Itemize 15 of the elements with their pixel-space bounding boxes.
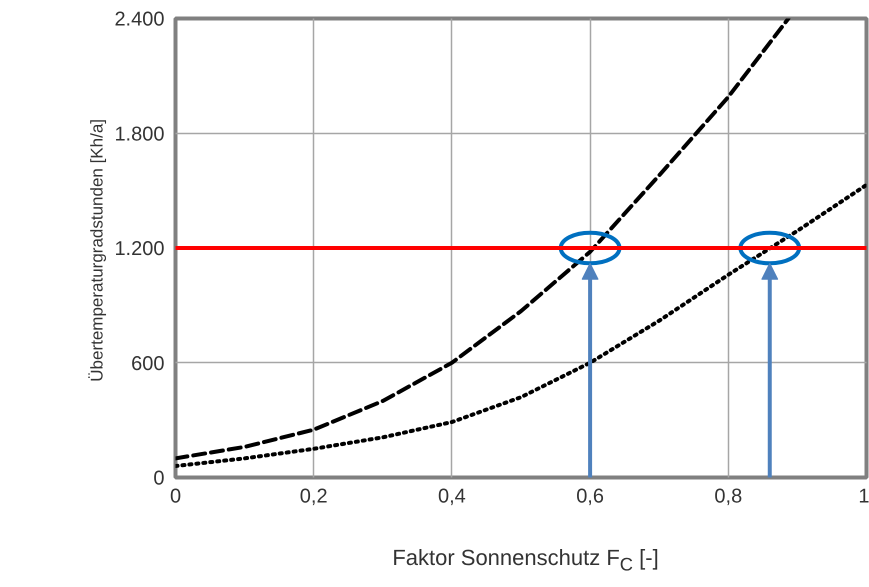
y-tick-label: 2.400 (114, 8, 165, 30)
x-tick-label: 0 (170, 486, 182, 508)
line-series (176, 182, 866, 468)
x-tick-label: 0,6 (576, 486, 604, 508)
y-axis-title: Übertemperaturgradstunden [Kh/a] (87, 119, 106, 382)
x-tick-label: 0,4 (438, 486, 466, 508)
line-series (176, 18, 790, 460)
x-tick-label: 0,2 (300, 486, 328, 508)
y-tick-label: 1.800 (114, 123, 165, 146)
y-tick-label: 600 (131, 352, 165, 375)
y-tick-label: 0 (153, 468, 164, 490)
x-tick-label: 0,8 (714, 486, 742, 508)
y-tick-label: 1.200 (114, 238, 165, 260)
x-axis-title: Faktor Sonnenschutz F$_{C}$ [-] (391, 544, 660, 576)
x-tick-label: 1 (858, 486, 869, 508)
